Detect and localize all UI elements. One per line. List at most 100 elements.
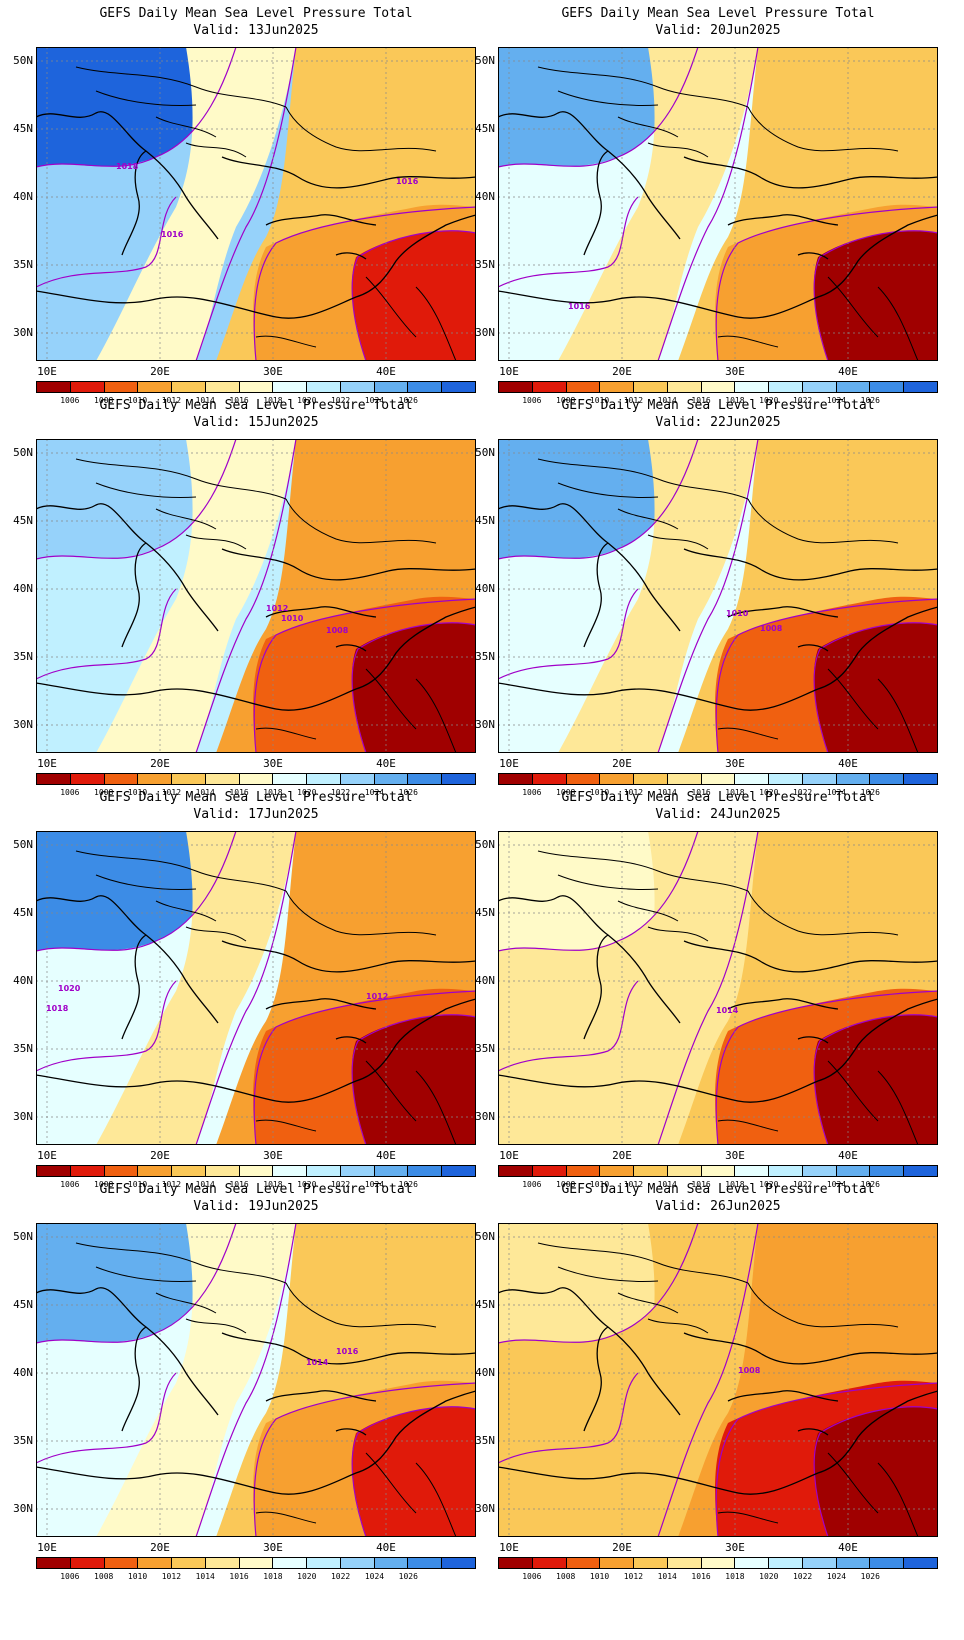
isobar-label: 1010 (726, 609, 749, 618)
colorbar-swatch (37, 382, 71, 392)
isobar-line (657, 439, 759, 753)
colorbar-tick-label: 1018 (725, 788, 745, 797)
country-borders (537, 66, 919, 361)
colorbar-tick-label: 1006 (60, 396, 80, 405)
colorbar-swatch (239, 382, 274, 392)
latitude-label: 50N (13, 54, 33, 67)
colorbar-tick-label: 1014 (195, 396, 215, 405)
latitude-label: 45N (475, 514, 495, 527)
panel-title: GEFS Daily Mean Sea Level Pressure Total (561, 1182, 875, 1197)
colorbar-tick-label: 1024 (364, 1572, 385, 1581)
colorbar-tick-label: 1008 (556, 1572, 576, 1581)
colorbar-swatch (239, 1558, 274, 1568)
longitude-label: 20E (150, 365, 170, 378)
isobar-line (498, 980, 639, 1072)
longitude-label: 10E (37, 1541, 57, 1554)
colorbar-tick-label: 1024 (364, 396, 385, 405)
colorbar-tick-label: 1012 (623, 788, 644, 797)
colorbar-swatch (634, 382, 668, 392)
panel-valid-date: Valid: 17Jun2025 (193, 807, 319, 822)
pressure-field-central (558, 1223, 758, 1537)
map-panel-3: GEFS Daily Mean Sea Level Pressure Total… (0, 392, 482, 802)
isobar-line (195, 47, 297, 361)
longitude-label: 10E (37, 365, 57, 378)
country-borders (75, 458, 457, 753)
colorbar-tick-label: 1018 (725, 1180, 745, 1189)
colorbar-swatch (70, 774, 105, 784)
colorbar-tick-label: 1008 (556, 396, 576, 405)
colorbar-swatch (600, 1558, 635, 1568)
colorbar-swatch (735, 774, 770, 784)
colorbar-tick-label: 1020 (759, 788, 779, 797)
colorbar-tick-label: 1020 (759, 1180, 779, 1189)
colorbar (498, 381, 938, 393)
latitude-label: 35N (13, 650, 33, 663)
panel-title: GEFS Daily Mean Sea Level Pressure Total (561, 6, 875, 21)
colorbar-tick-label: 1006 (522, 788, 542, 797)
coastline (498, 111, 938, 319)
map-frame (36, 47, 476, 361)
latitude-label: 45N (13, 906, 33, 919)
colorbar-swatch (634, 1166, 668, 1176)
latitude-label: 30N (13, 718, 33, 731)
colorbar-tick-label: 1016 (229, 396, 249, 405)
pressure-map: 1010 1008 (498, 439, 938, 753)
isobar-line (498, 196, 639, 288)
colorbar-tick-label: 1012 (161, 396, 182, 405)
colorbar-swatch (667, 774, 702, 784)
colorbar-tick-label: 1008 (556, 788, 576, 797)
panel-title: GEFS Daily Mean Sea Level Pressure Total (561, 790, 875, 805)
colorbar-swatch (870, 774, 905, 784)
colorbar (36, 381, 476, 393)
colorbar-swatch (836, 1558, 871, 1568)
colorbar-swatch (374, 774, 409, 784)
colorbar-tick-label: 1018 (725, 396, 745, 405)
colorbar-tick-label: 1008 (94, 396, 114, 405)
colorbar-swatch (769, 774, 803, 784)
colorbar-swatch (273, 774, 308, 784)
isobar-line (253, 1382, 476, 1537)
colorbar-swatch (37, 774, 71, 784)
pressure-map: 1018 1016 1016 (36, 47, 476, 361)
colorbar-tick-label: 1020 (297, 1572, 317, 1581)
colorbar-tick-label: 1026 (398, 788, 418, 797)
colorbar-swatch (870, 382, 905, 392)
colorbar-swatch (499, 1166, 533, 1176)
colorbar-tick-label: 1010 (589, 1572, 610, 1581)
latitude-label: 45N (13, 1298, 33, 1311)
panel-title: GEFS Daily Mean Sea Level Pressure Total (99, 398, 413, 413)
colorbar (36, 1165, 476, 1177)
isobar-line (715, 206, 938, 361)
isobar-label: 1016 (396, 177, 419, 186)
latitude-label: 35N (13, 1434, 33, 1447)
isobar-label: 1008 (760, 624, 783, 633)
colorbar-tick-label: 1010 (127, 788, 148, 797)
longitude-label: 30E (263, 365, 283, 378)
colorbar-swatch (70, 1558, 105, 1568)
colorbar-swatch (205, 774, 240, 784)
colorbar-swatch (340, 1558, 375, 1568)
colorbar-swatch (532, 1558, 567, 1568)
colorbar-swatch (374, 1166, 409, 1176)
colorbar-swatch (442, 774, 475, 784)
colorbar-swatch (70, 1166, 105, 1176)
map-panel-1: GEFS Daily Mean Sea Level Pressure Total… (0, 0, 482, 410)
colorbar-swatch (273, 1166, 308, 1176)
colorbar-swatch (104, 382, 139, 392)
isobar-label: 1008 (738, 1366, 761, 1375)
longitude-label: 30E (263, 1541, 283, 1554)
longitude-label: 40E (376, 365, 396, 378)
colorbar-tick-label: 1016 (229, 1180, 249, 1189)
panel-valid-date: Valid: 26Jun2025 (655, 1199, 781, 1214)
colorbar-swatch (701, 1166, 736, 1176)
colorbar-tick-label: 1024 (826, 788, 847, 797)
longitude-label: 10E (37, 757, 57, 770)
colorbar-tick-label: 1012 (623, 1180, 644, 1189)
latitude-label: 35N (475, 1042, 495, 1055)
isobar-line (715, 1382, 938, 1537)
colorbar-swatch (566, 382, 601, 392)
latitude-label: 40N (475, 974, 495, 987)
coastline (498, 1287, 938, 1495)
colorbar-tick-label: 1016 (691, 396, 711, 405)
colorbar-swatch (735, 1166, 770, 1176)
